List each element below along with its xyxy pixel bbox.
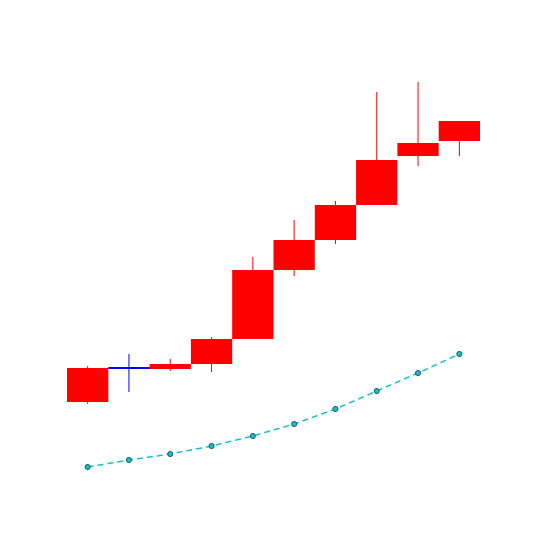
candle-body (314, 205, 357, 240)
line-marker (208, 443, 215, 449)
line-series (87, 353, 460, 468)
line-marker (84, 464, 91, 470)
line-marker (125, 457, 132, 463)
line-marker (373, 388, 380, 394)
line-marker (456, 351, 463, 357)
line-marker (291, 421, 298, 427)
candle-body (356, 160, 398, 205)
candle-body (397, 143, 439, 156)
line-marker (249, 433, 256, 439)
candle-body (438, 121, 480, 141)
line-marker (415, 370, 422, 376)
candle-body (190, 339, 233, 364)
candle-body (232, 270, 274, 339)
candle-body (67, 368, 109, 402)
candle-body (273, 240, 315, 270)
line-marker (332, 406, 339, 412)
candle-body (149, 364, 191, 369)
line-marker (167, 451, 174, 457)
